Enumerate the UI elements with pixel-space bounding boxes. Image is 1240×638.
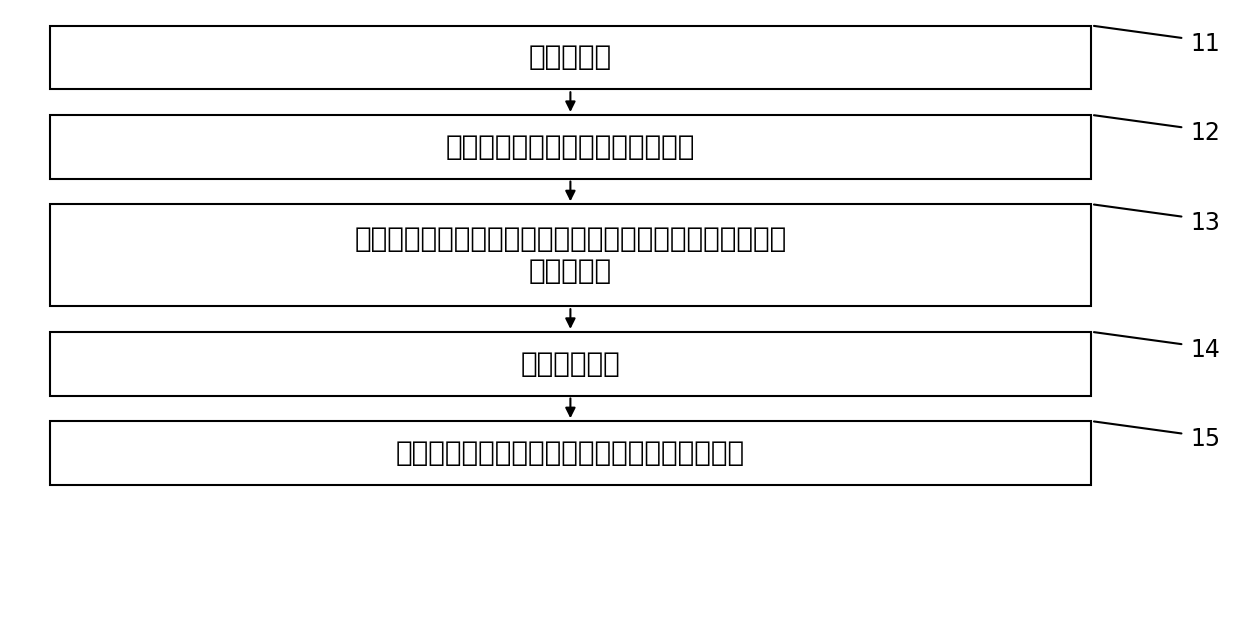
FancyBboxPatch shape: [50, 26, 1091, 89]
FancyBboxPatch shape: [50, 332, 1091, 396]
Text: 15: 15: [1190, 427, 1220, 452]
Text: 形成非晶硅层: 形成非晶硅层: [521, 350, 620, 378]
Text: 在基底上依次形成阻挡层和缓冲层: 在基底上依次形成阻挡层和缓冲层: [445, 133, 696, 161]
Text: 12: 12: [1190, 121, 1220, 145]
Text: 14: 14: [1190, 338, 1220, 362]
Text: 通过构图工艺在缓冲层中设置多个沟槽，并在缓冲层之上形
成籽晶颗粒: 通过构图工艺在缓冲层中设置多个沟槽，并在缓冲层之上形 成籽晶颗粒: [355, 225, 786, 285]
Text: 采用热处理工艺将所述非晶硅层转化为多晶硅层: 采用热处理工艺将所述非晶硅层转化为多晶硅层: [396, 439, 745, 467]
FancyBboxPatch shape: [50, 115, 1091, 179]
Text: 11: 11: [1190, 32, 1220, 56]
FancyBboxPatch shape: [50, 204, 1091, 306]
FancyBboxPatch shape: [50, 421, 1091, 485]
Text: 13: 13: [1190, 211, 1220, 235]
Text: 提供一基底: 提供一基底: [528, 43, 613, 71]
